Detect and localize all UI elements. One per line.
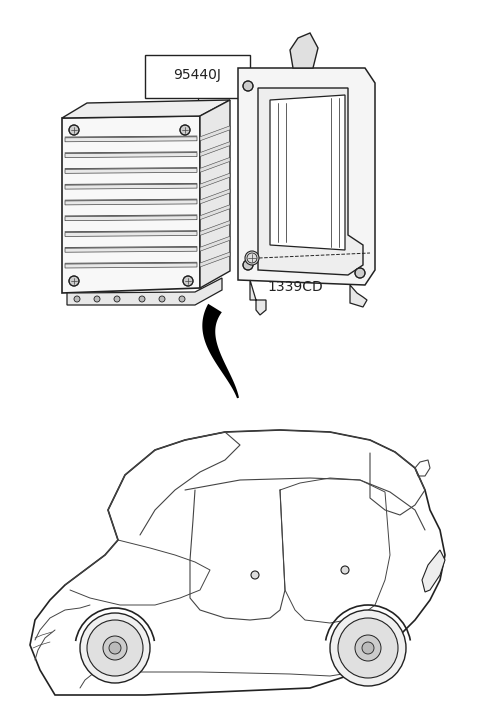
Polygon shape [200, 221, 230, 236]
Polygon shape [65, 247, 197, 252]
Circle shape [179, 296, 185, 302]
Circle shape [109, 642, 121, 654]
Text: 95440J: 95440J [174, 67, 221, 82]
Circle shape [243, 260, 253, 270]
Polygon shape [62, 100, 230, 118]
Polygon shape [65, 153, 197, 158]
Polygon shape [200, 141, 230, 157]
Circle shape [159, 296, 165, 302]
Polygon shape [200, 236, 230, 251]
Circle shape [114, 296, 120, 302]
Circle shape [338, 618, 398, 678]
Polygon shape [422, 550, 445, 592]
Polygon shape [200, 204, 230, 219]
Circle shape [87, 620, 143, 676]
Circle shape [330, 610, 406, 686]
Polygon shape [200, 126, 230, 141]
Polygon shape [30, 430, 445, 695]
Circle shape [251, 571, 259, 579]
Polygon shape [65, 168, 197, 173]
Polygon shape [65, 216, 197, 221]
Circle shape [243, 81, 253, 91]
Circle shape [74, 296, 80, 302]
Polygon shape [65, 200, 197, 205]
Polygon shape [65, 137, 197, 142]
Polygon shape [290, 33, 318, 68]
Circle shape [183, 276, 193, 286]
Polygon shape [270, 95, 345, 250]
Circle shape [362, 642, 374, 654]
Polygon shape [65, 231, 197, 236]
Polygon shape [200, 189, 230, 204]
Polygon shape [65, 263, 197, 268]
Circle shape [245, 251, 259, 265]
Polygon shape [145, 55, 250, 98]
Text: 1339CD: 1339CD [267, 280, 323, 294]
Polygon shape [200, 252, 230, 267]
Polygon shape [65, 184, 197, 189]
Circle shape [355, 635, 381, 661]
Polygon shape [350, 285, 367, 307]
Circle shape [355, 268, 365, 278]
Polygon shape [203, 304, 239, 398]
Circle shape [180, 125, 190, 135]
Polygon shape [200, 100, 230, 288]
Polygon shape [250, 280, 266, 315]
Circle shape [69, 276, 79, 286]
Polygon shape [258, 88, 363, 275]
Circle shape [139, 296, 145, 302]
Circle shape [94, 296, 100, 302]
Circle shape [341, 566, 349, 574]
Circle shape [103, 636, 127, 660]
Polygon shape [200, 173, 230, 188]
Polygon shape [238, 68, 375, 285]
Polygon shape [62, 116, 200, 293]
Polygon shape [67, 278, 222, 305]
Circle shape [69, 125, 79, 135]
Polygon shape [200, 158, 230, 173]
Circle shape [80, 613, 150, 683]
